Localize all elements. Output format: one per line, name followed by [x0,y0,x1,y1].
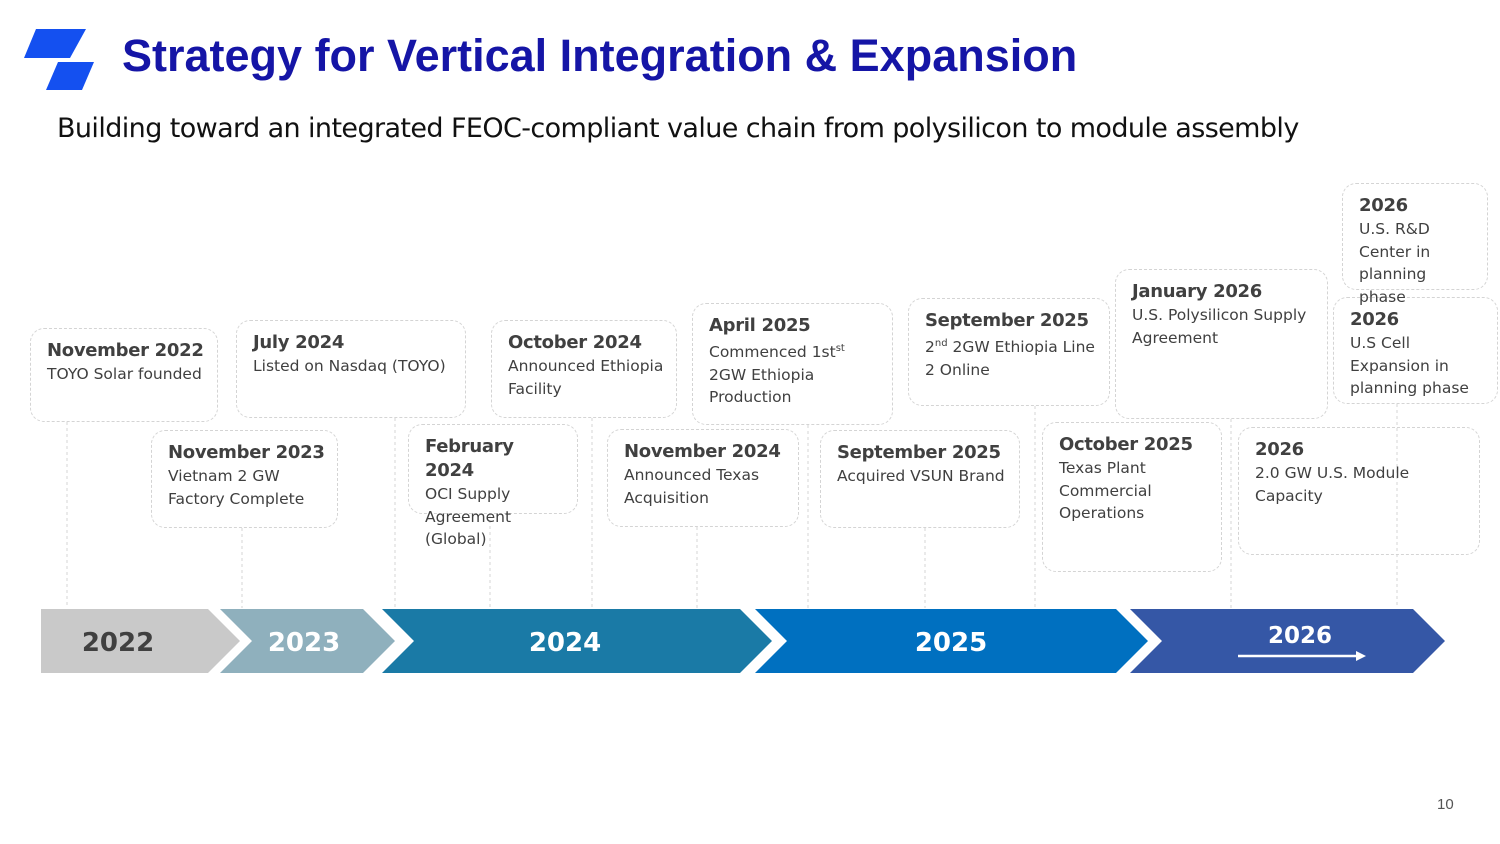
year-arrow [382,609,772,673]
event-card: November 2023 Vietnam 2 GW Factory Comple… [151,430,338,528]
direction-arrow-head [1356,651,1366,661]
superscript: st [835,343,845,354]
text: 2 [925,338,935,357]
text: Texas Plant Commercial Operations [1059,459,1152,522]
event-text: OCI Supply Agreement (Global) [425,483,567,551]
event-card: February 2024 OCI Supply Agreement (Globa… [408,424,578,548]
event-date: September 2025 [837,442,1001,463]
event-text: 2nd 2GW Ethiopia Line 2 Online [925,333,1099,381]
event-text: 2.0 GW U.S. Module Capacity [1255,462,1469,507]
year-arrow [1130,609,1445,673]
event-text: U.S. Polysilicon Supply Agreement [1132,304,1317,349]
event-date: October 2025 [1059,434,1193,455]
event-card: 2026 U.S Cell Expansion in planning phase [1333,297,1498,404]
text: U.S. R&D Center in planning phase [1359,220,1431,306]
text: Vietnam 2 GW Factory Complete [168,467,305,508]
event-date: November 2023 [168,442,325,463]
event-text: U.S Cell Expansion in planning phase [1350,332,1487,400]
event-text: Listed on Nasdaq (TOYO) [253,355,455,378]
event-card: April 2025 Commenced 1stst 2GW Ethiopia P… [692,303,893,425]
event-text: Announced Texas Acquisition [624,464,788,509]
title: Strategy for Vertical Integration & Expa… [122,30,1078,81]
event-date: April 2025 [709,315,811,336]
event-card: October 2024 Announced Ethiopia Facility [491,320,677,418]
event-text: Commenced 1stst 2GW Ethiopia Production [709,338,882,409]
event-date: February 2024 [425,436,514,481]
event-card: September 2025 2nd 2GW Ethiopia Line 2 On… [908,298,1110,406]
logo [46,62,94,90]
text: Announced Ethiopia Facility [508,357,664,398]
text: 2.0 GW U.S. Module Capacity [1255,464,1410,505]
event-date: 2026 [1255,439,1304,460]
text: 2GW Ethiopia Line 2 Online [925,338,1095,379]
connector-lines [66,404,1398,608]
event-date: September 2025 [925,310,1089,331]
event-date: January 2026 [1132,281,1262,302]
logo [24,29,86,58]
event-card: January 2026 U.S. Polysilicon Supply Agre… [1115,269,1328,419]
event-date: October 2024 [508,332,642,353]
event-date: November 2022 [47,340,204,361]
year-arrow [220,609,395,673]
event-card: November 2022 TOYO Solar founded [30,328,218,422]
text: U.S. Polysilicon Supply Agreement [1132,306,1307,347]
event-text: Announced Ethiopia Facility [508,355,666,400]
event-text: TOYO Solar founded [47,363,207,386]
year-label: 2023 [268,628,340,658]
text: Commenced 1st [709,343,836,362]
year-label: 2022 [82,628,154,658]
text: Acquired VSUN Brand [837,467,1005,485]
text: OCI Supply Agreement (Global) [425,485,512,548]
text: TOYO Solar founded [47,365,202,383]
year-arrow [755,609,1148,673]
year-arrow [41,609,240,673]
event-text: Vietnam 2 GW Factory Complete [168,465,327,510]
event-text: Texas Plant Commercial Operations [1059,457,1211,525]
superscript: nd [934,338,948,349]
event-card: July 2024 Listed on Nasdaq (TOYO) [236,320,466,418]
page-number: 10 [1437,796,1454,813]
event-card: 2026 U.S. R&D Center in planning phase [1342,183,1488,306]
text: 2GW Ethiopia Production [709,365,815,407]
event-card: October 2025 Texas Plant Commercial Opera… [1042,422,1222,572]
event-card: 2026 2.0 GW U.S. Module Capacity [1238,427,1480,555]
text: Listed on Nasdaq (TOYO) [253,357,446,375]
timeline-arrows: 2022 2023 2024 2025 2026 [41,609,1445,673]
year-label: 2026 [1268,623,1332,649]
year-label: 2024 [529,628,601,658]
event-card: November 2024 Announced Texas Acquisition [607,429,799,527]
text: U.S Cell Expansion in planning phase [1350,334,1469,397]
event-date: July 2024 [253,332,345,353]
event-text: Acquired VSUN Brand [837,465,1009,488]
event-date: November 2024 [624,441,781,462]
event-text: U.S. R&D Center in planning phase [1359,218,1477,308]
subtitle: Building toward an integrated FEOC-compl… [57,113,1299,144]
year-label: 2025 [915,628,987,658]
event-card: September 2025 Acquired VSUN Brand [820,430,1020,528]
event-date: 2026 [1350,309,1399,330]
event-date: 2026 [1359,195,1408,216]
text: Announced Texas Acquisition [624,466,760,507]
